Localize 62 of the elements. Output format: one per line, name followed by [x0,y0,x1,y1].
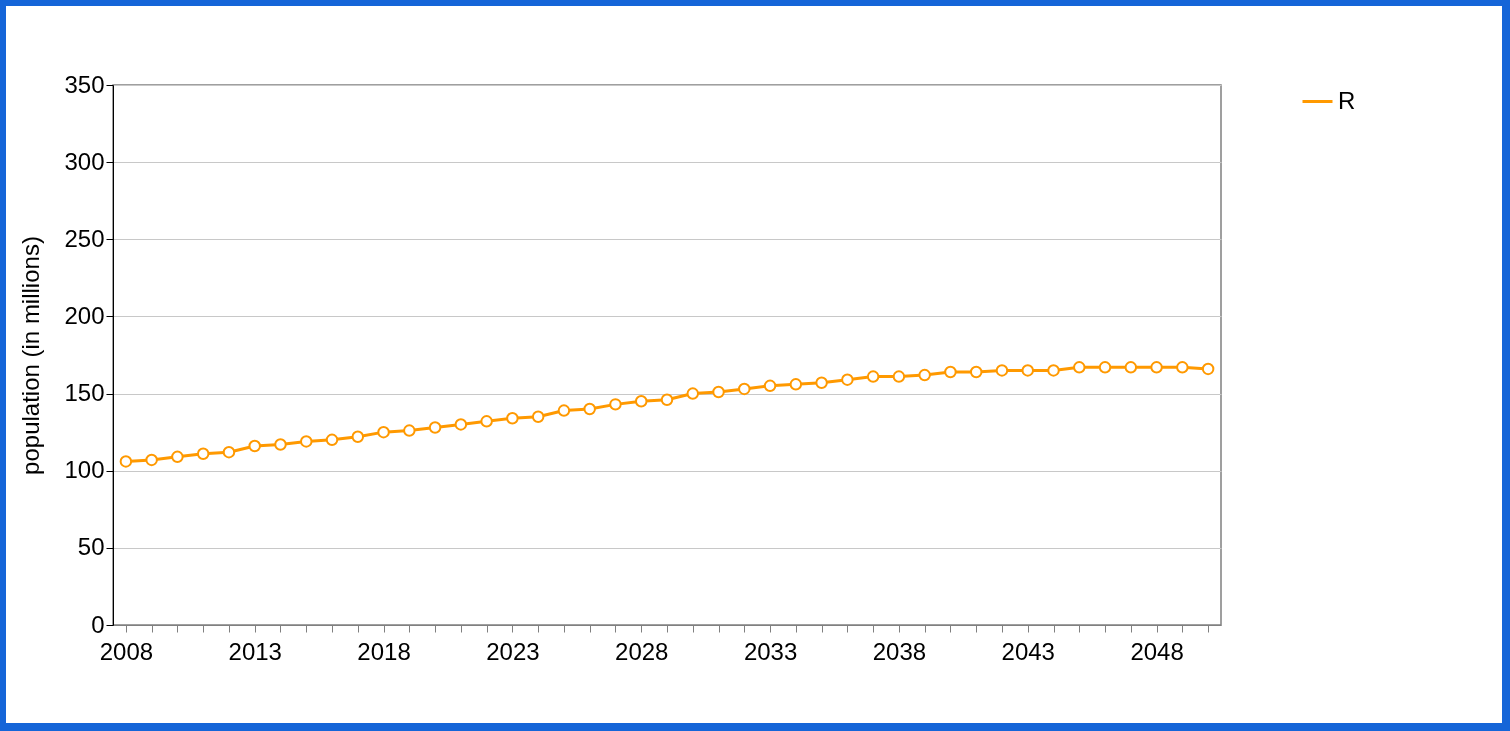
point [918,368,931,382]
point [119,455,133,468]
point [557,404,571,417]
point [866,370,880,383]
y-axis-title: population (in millions) [17,236,45,475]
point [1098,361,1112,374]
x-tick-label: 2033 [743,637,798,665]
point [351,430,365,444]
x-tick-label: 2043 [1001,637,1055,665]
point [248,439,261,453]
point [634,395,648,408]
point [222,445,236,459]
point [274,438,287,451]
x-tick-label: 2048 [1130,637,1184,665]
point [841,373,854,386]
x-tick-label: 2023 [486,637,540,665]
point [531,410,545,423]
point [892,370,906,383]
point [738,382,751,396]
point [480,415,493,428]
x-tick-label: 2028 [615,637,669,665]
point [1073,361,1086,374]
y-tick-label: 50 [77,533,105,561]
point [196,447,210,460]
point [506,412,519,425]
point [325,433,339,447]
point [1021,364,1034,377]
point [300,435,313,448]
point [660,393,674,406]
point [1176,361,1189,374]
point [1047,364,1060,377]
point [583,402,596,416]
point [403,424,416,437]
point [145,453,158,467]
point [171,450,184,464]
y-tick-label: 350 [64,70,105,98]
point [428,421,442,434]
point [944,365,957,379]
x-tick-label: 2018 [357,637,411,665]
point [1201,362,1215,376]
point [1150,361,1163,374]
point [1124,361,1138,374]
point [995,364,1009,377]
point [377,425,390,439]
point [712,385,725,399]
y-tick-label: 0 [91,610,105,638]
y-tick-label: 300 [64,147,105,175]
point [454,418,468,431]
point [815,376,828,390]
y-tick-label: 100 [64,456,105,484]
point [789,378,803,391]
x-tick-label: 2008 [99,637,154,665]
point [609,398,622,411]
point [763,379,777,393]
x-tick-label: 2038 [872,637,927,665]
point [686,387,700,400]
y-tick-label: 250 [64,224,105,252]
x-tick-label: 2013 [228,637,282,665]
y-tick-label: 150 [64,379,105,407]
legend-label: R [1338,86,1356,114]
point [969,365,983,379]
y-tick-label: 200 [64,301,105,329]
